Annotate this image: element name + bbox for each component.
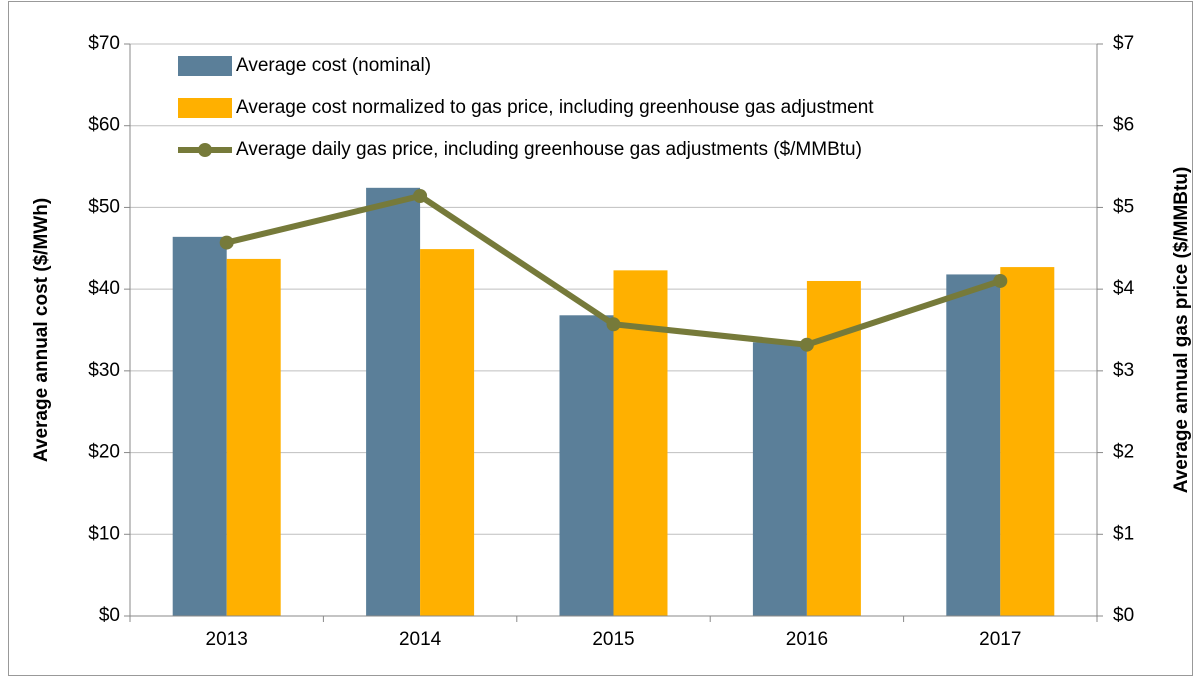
- bar: [366, 187, 421, 616]
- y-tick-label: $50: [88, 196, 120, 217]
- legend-swatch: [198, 143, 212, 157]
- bar: [1000, 267, 1055, 616]
- y-tick-label: $60: [88, 115, 120, 136]
- y-axis-title: Average annual cost ($/MWh): [31, 198, 52, 462]
- x-tick-label: 2013: [206, 629, 248, 650]
- legend-label: Average daily gas price, including green…: [236, 139, 862, 160]
- x-tick-label: 2017: [979, 629, 1021, 650]
- y-tick-label: $30: [88, 360, 120, 381]
- line-point: [993, 273, 1008, 288]
- line-point: [413, 188, 428, 203]
- x-tick-label: 2016: [786, 629, 828, 650]
- y-tick-label: $40: [88, 278, 120, 299]
- legend-label: Average cost normalized to gas price, in…: [236, 97, 874, 118]
- y2-tick-label: $1: [1113, 523, 1134, 544]
- bar: [420, 249, 475, 617]
- y2-tick-label: $6: [1113, 115, 1134, 136]
- legend-swatch: [178, 98, 232, 118]
- legend-label: Average cost (nominal): [236, 55, 431, 76]
- y2-axis-title: Average annual gas price ($/MMBtu): [1171, 167, 1192, 494]
- y2-tick-label: $2: [1113, 442, 1134, 463]
- x-tick-label: 2014: [399, 629, 442, 650]
- line-point: [799, 337, 814, 352]
- y2-tick-label: $3: [1113, 360, 1134, 381]
- bar: [946, 274, 1001, 616]
- y-tick-label: $20: [88, 442, 120, 463]
- y-tick-label: $0: [99, 605, 120, 626]
- bar: [172, 236, 227, 617]
- bar: [752, 342, 807, 616]
- line-point: [606, 317, 621, 332]
- x-tick-label: 2015: [592, 629, 634, 650]
- y-tick-label: $10: [88, 523, 120, 544]
- legend-swatch: [178, 56, 232, 76]
- y2-tick-label: $0: [1113, 605, 1134, 626]
- bar: [226, 258, 281, 616]
- y2-tick-label: $4: [1113, 278, 1135, 299]
- line-point: [219, 235, 234, 250]
- y2-tick-label: $5: [1113, 196, 1134, 217]
- y-tick-label: $70: [88, 33, 120, 54]
- y2-tick-label: $7: [1113, 33, 1134, 54]
- bar: [559, 315, 614, 616]
